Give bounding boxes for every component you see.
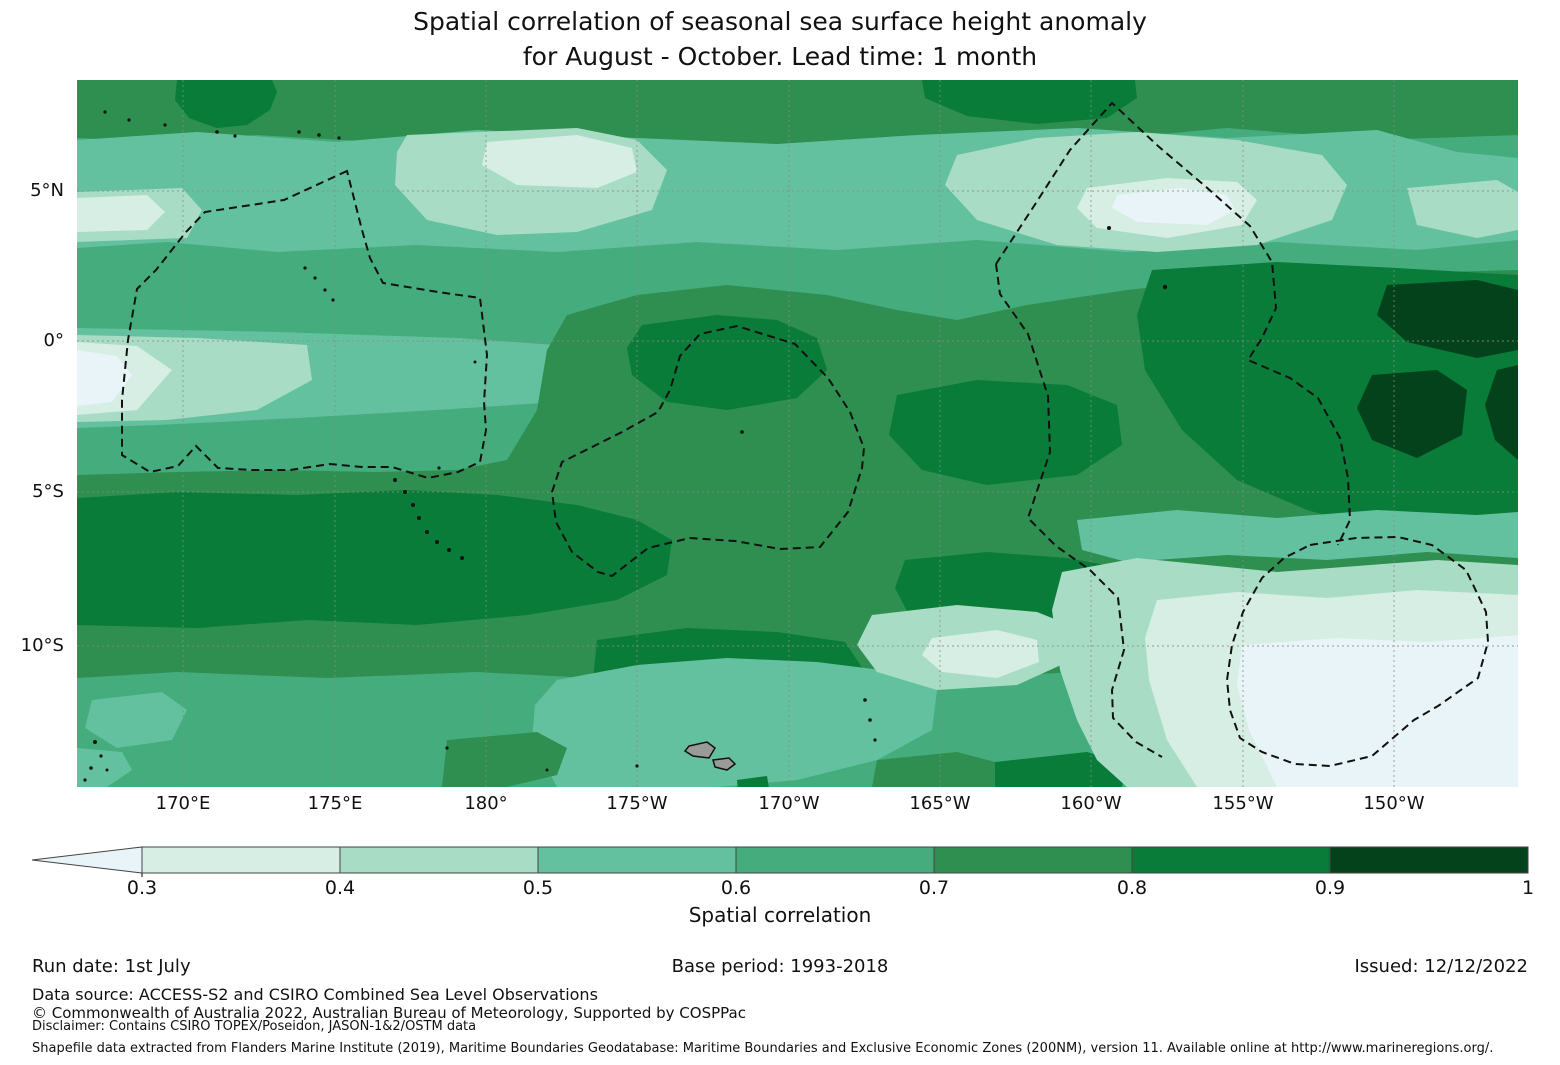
correlation-field	[77, 80, 1518, 787]
chart-title: Spatial correlation of seasonal sea surf…	[0, 4, 1560, 74]
disclaimer: Disclaimer: Contains CSIRO TOPEX/Poseido…	[32, 1019, 477, 1034]
eez-line-islands-east	[995, 101, 1352, 546]
cb-tick-05: 0.5	[522, 877, 554, 899]
issued-date: Issued: 12/12/2022	[1354, 956, 1528, 977]
base-period: Base period: 1993-2018	[671, 956, 889, 977]
x-tick-165w: 165°W	[909, 793, 971, 814]
run-date: Run date: 1st July	[32, 956, 191, 977]
y-tick-5s: 5°S	[32, 481, 64, 502]
copyright: © Commonwealth of Australia 2022, Austra…	[32, 1004, 746, 1022]
colorbar-segments	[141, 846, 1529, 874]
cb-tick-1: 1	[1521, 877, 1535, 899]
x-tick-170e: 170°E	[155, 793, 211, 814]
colorbar-underflow-arrow	[31, 846, 143, 874]
y-tick-5n: 5°N	[30, 180, 64, 201]
cb-tick-09: 0.9	[1314, 877, 1346, 899]
gridlines	[77, 80, 1518, 787]
islands	[83, 110, 1168, 782]
y-tick-10s: 10°S	[20, 635, 64, 656]
colorbar-label: Spatial correlation	[688, 903, 872, 927]
eez-central	[550, 324, 866, 578]
y-tick-0: 0°	[43, 330, 64, 351]
colorbar	[31, 846, 1529, 877]
x-tick-180: 180°	[464, 793, 508, 814]
x-tick-150w: 150°W	[1363, 793, 1425, 814]
x-tick-175w: 175°W	[606, 793, 668, 814]
x-tick-170w: 170°W	[758, 793, 820, 814]
chart-title-line1: Spatial correlation of seasonal sea surf…	[413, 7, 1147, 36]
samoa-island	[683, 741, 716, 759]
cb-tick-04: 0.4	[324, 877, 356, 899]
cb-tick-06: 0.6	[720, 877, 752, 899]
x-tick-160w: 160°W	[1060, 793, 1122, 814]
cb-tick-08: 0.8	[1116, 877, 1148, 899]
eez-west	[121, 169, 489, 480]
x-tick-175e: 175°E	[307, 793, 363, 814]
eez-line-islands-west	[995, 263, 1163, 758]
data-source: Data source: ACCESS-S2 and CSIRO Combine…	[32, 985, 598, 1004]
samoa-island	[712, 757, 737, 771]
chart-title-line2: for August - October. Lead time: 1 month	[522, 42, 1038, 71]
eez-cook-islands	[1225, 535, 1490, 768]
shapefile-attribution: Shapefile data extracted from Flanders M…	[32, 1041, 1494, 1056]
x-tick-155w: 155°W	[1212, 793, 1274, 814]
cb-tick-07: 0.7	[918, 877, 950, 899]
eez-boundaries	[121, 101, 1490, 768]
correlation-map	[77, 80, 1518, 787]
cb-tick-03: 0.3	[126, 877, 158, 899]
